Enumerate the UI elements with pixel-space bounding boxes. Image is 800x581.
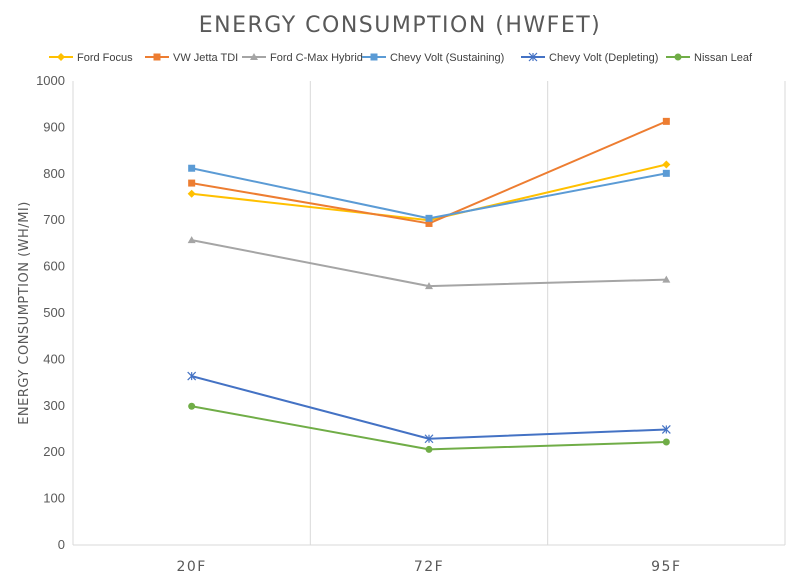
data-point — [662, 275, 671, 283]
series-line — [191, 120, 667, 225]
data-point — [424, 434, 434, 444]
legend-label: Chevy Volt (Sustaining) — [390, 52, 504, 64]
y-tick-label: 100 — [43, 491, 65, 506]
legend-label: VW Jetta TDI — [173, 52, 238, 64]
legend-item: Ford C-Max Hybrid — [242, 52, 363, 64]
y-tick-label: 800 — [43, 166, 65, 181]
data-point — [187, 236, 196, 244]
legend-marker — [674, 53, 682, 61]
y-axis-title: ENERGY CONSUMPTION (WH/MI) — [17, 201, 32, 425]
legend-marker — [528, 52, 538, 62]
axes: 0 100 200 300 400 500 600 700 800 900 1000 20F 72F 95… — [36, 73, 785, 575]
y-tick-label: 700 — [43, 212, 65, 227]
grid-lines — [72, 81, 786, 545]
legend-label: Nissan Leaf — [694, 52, 753, 64]
data-point — [188, 164, 196, 172]
legend-label: Ford Focus — [77, 52, 133, 64]
data-point — [188, 179, 196, 187]
chart-title: ENERGY CONSUMPTION (HWFET) — [199, 13, 602, 38]
legend-item: VW Jetta TDI — [145, 52, 238, 64]
legend-marker — [370, 53, 378, 61]
series-ford-c-max-hybrid — [187, 236, 671, 290]
y-tick-label: 400 — [43, 351, 65, 366]
series-ford-focus — [187, 160, 671, 225]
legend-label: Ford C-Max Hybrid — [270, 52, 363, 64]
data-point — [187, 189, 196, 198]
series-line — [191, 375, 667, 440]
legend-label: Chevy Volt (Depleting) — [549, 52, 658, 64]
data-point — [425, 445, 433, 453]
x-tick-label: 72F — [414, 559, 444, 575]
x-tick-label: 95F — [651, 559, 681, 575]
series-line — [191, 167, 667, 220]
y-tick-label: 900 — [43, 119, 65, 134]
data-point — [425, 219, 433, 227]
data-point — [662, 438, 670, 446]
y-tick-label: 200 — [43, 444, 65, 459]
y-tick-label: 1000 — [36, 73, 65, 88]
y-tick-label: 0 — [58, 537, 65, 552]
series-vw-jetta-tdi — [188, 117, 670, 227]
data-point — [662, 169, 670, 177]
y-tick-label: 500 — [43, 305, 65, 320]
legend-marker — [250, 53, 258, 60]
y-tick-label: 300 — [43, 398, 65, 413]
series-chevy-volt-sustaining — [188, 164, 670, 222]
series-chevy-volt-depleting — [187, 371, 671, 444]
series-line — [191, 163, 667, 222]
data-point — [425, 282, 433, 290]
data-point — [662, 160, 671, 169]
legend-item: Nissan Leaf — [666, 52, 753, 64]
x-tick-label: 20F — [176, 559, 206, 575]
data-point — [662, 117, 670, 125]
legend-item: Ford Focus — [49, 52, 133, 64]
series-line — [191, 405, 667, 451]
legend-item: Chevy Volt (Sustaining) — [362, 52, 504, 64]
legend-item: Chevy Volt (Depleting) — [521, 52, 658, 64]
y-tick-label: 600 — [43, 259, 65, 274]
legend: Ford Focus VW Jetta TDI Ford C-Max Hybrid C… — [49, 52, 753, 64]
data-point — [425, 214, 433, 222]
data-point — [661, 425, 671, 434]
series-nissan-leaf — [188, 402, 670, 453]
data-point — [188, 402, 196, 410]
series-line — [191, 239, 667, 288]
data-point — [187, 371, 197, 381]
series-group — [187, 117, 671, 453]
legend-marker — [153, 53, 161, 61]
legend-marker — [57, 53, 65, 61]
